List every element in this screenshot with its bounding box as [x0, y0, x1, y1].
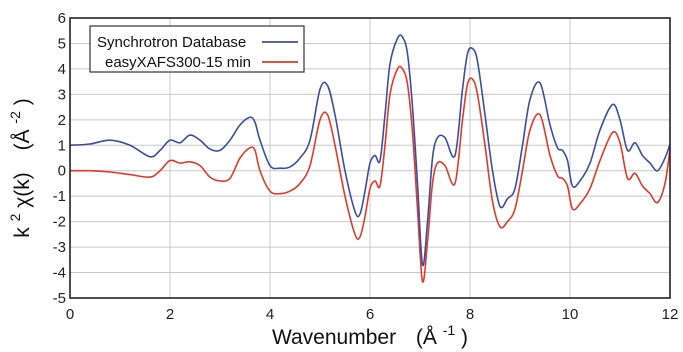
y-axis-title: k 2 χ(k) (Å -2 ) [2, 98, 34, 237]
series-line-synchrotron [69, 34, 671, 267]
plot-frame [69, 17, 671, 299]
x-tick-label: 6 [366, 306, 374, 323]
y-tick-label: 3 [58, 86, 66, 103]
y-tick-labels: -5 -4 -3 -2 -1 0 1 2 3 4 5 6 [53, 10, 66, 307]
y-tick-label: 4 [58, 61, 66, 78]
y-tick-label: 6 [58, 10, 66, 27]
series-layer [69, 34, 671, 283]
y-tick-label: -3 [53, 239, 66, 256]
legend: Synchrotron Database easyXAFS300-15 min [89, 25, 305, 73]
legend-box [89, 25, 305, 73]
x-axis-unit-close: ) [461, 326, 468, 349]
y-tick-label: -2 [53, 214, 66, 231]
x-tick-label: 8 [466, 306, 474, 323]
y-tick-label: -1 [53, 188, 66, 205]
x-tick-label: 2 [166, 306, 174, 323]
x-axis-unit-exponent: -1 [443, 322, 456, 338]
x-axis-label: Wavenumber [272, 326, 396, 349]
x-tick-label: 0 [66, 306, 74, 323]
x-tick-label: 4 [266, 306, 274, 323]
y-tick-label: -4 [53, 265, 66, 282]
y-axis-unit-exponent: -2 [7, 111, 23, 124]
x-axis-title: Wavenumber (Å -1 ) [272, 317, 468, 349]
y-tick-label: 1 [58, 137, 66, 154]
x-tick-label: 12 [662, 306, 679, 323]
y-tick-label: 0 [58, 163, 66, 180]
y-tick-label: 5 [58, 35, 66, 52]
y-tick-label: 2 [58, 112, 66, 129]
x-axis-unit: (Å [416, 326, 437, 349]
y-axis-label-chi: χ(k) [11, 172, 34, 208]
legend-label-easyxafs: easyXAFS300-15 min [105, 54, 251, 71]
y-tick-label: -5 [53, 290, 66, 307]
y-axis-unit-close: ) [11, 98, 34, 105]
y-axis-unit: (Å [11, 129, 34, 150]
x-tick-labels: 0 2 4 6 8 10 12 [66, 306, 679, 323]
y-axis-label-k: k [11, 227, 34, 238]
series-line-easyxafs [69, 65, 671, 283]
x-tick-label: 10 [562, 306, 579, 323]
y-axis-label-exponent: 2 [7, 213, 23, 221]
legend-label-synchrotron: Synchrotron Database [97, 34, 246, 51]
